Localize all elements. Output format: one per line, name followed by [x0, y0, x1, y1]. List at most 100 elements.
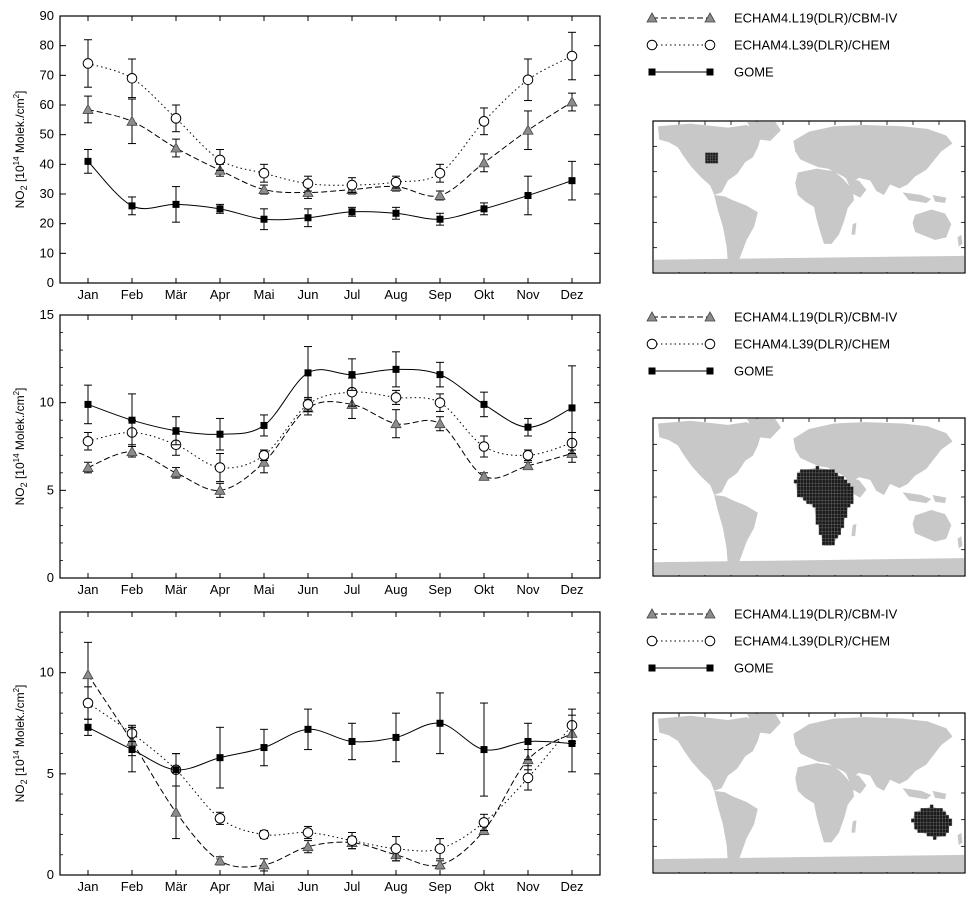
legend-marker-right: [704, 338, 716, 350]
grid-cell: [846, 500, 851, 505]
grid-cell: [828, 503, 832, 508]
grid-cell: [825, 538, 829, 542]
grid-cell: [825, 489, 829, 494]
grid-cell: [806, 489, 810, 494]
series-line: [87, 722, 573, 771]
grid-cell: [818, 483, 823, 487]
y-tick-label: 80: [40, 38, 54, 53]
data-point: [214, 462, 226, 473]
grid-cell: [834, 524, 838, 529]
grid-cell: [825, 503, 829, 508]
grid-cell: [821, 476, 826, 481]
data-point: [126, 445, 138, 457]
grid-cell: [834, 476, 838, 481]
grid-cell: [818, 510, 823, 515]
grid-cell: [932, 825, 937, 830]
data-point: [84, 723, 92, 731]
legend-label: GOME: [734, 661, 774, 676]
grid-cell: [828, 531, 832, 535]
legend-marker-right: [704, 608, 716, 619]
grid-cell: [837, 483, 842, 487]
data-point: [434, 397, 446, 408]
grid-cell: [914, 815, 918, 819]
grid-cell: [828, 486, 832, 491]
grid-cell: [707, 155, 711, 159]
highlighted-region: [705, 152, 719, 164]
grid-cell: [840, 524, 845, 529]
grid-cell: [812, 489, 817, 494]
grid-cell: [803, 472, 807, 477]
data-point: [126, 115, 138, 126]
grid-cell: [834, 503, 838, 508]
plot-frame: [59, 15, 601, 284]
highlighted-region: [793, 465, 854, 546]
grid-cell: [920, 825, 925, 830]
grid-cell: [840, 510, 845, 515]
grid-cell: [818, 507, 823, 511]
data-point: [478, 441, 490, 452]
data-point: [260, 744, 268, 752]
grid-cell: [818, 503, 823, 508]
data-point: [84, 400, 92, 408]
grid-cell: [846, 489, 851, 494]
grid-cell: [917, 815, 921, 819]
data-point: [302, 840, 314, 852]
grid-cell: [932, 811, 937, 816]
grid-cell: [837, 531, 842, 535]
y-tick-label: 60: [40, 97, 54, 112]
x-tick-label: Jan: [78, 287, 99, 302]
grid-cell: [837, 493, 842, 498]
grid-cell: [828, 496, 832, 501]
data-point: [480, 746, 488, 754]
grid-cell: [929, 832, 934, 837]
data-point: [348, 737, 356, 745]
grid-cell: [837, 500, 842, 505]
grid-cell: [803, 496, 807, 501]
x-tick-label: Feb: [121, 582, 143, 597]
x-tick-label: Jun: [298, 287, 319, 302]
grid-cell: [803, 493, 807, 498]
grid-cell: [843, 507, 848, 511]
grid-cell: [825, 510, 829, 515]
grid-cell: [800, 483, 804, 487]
grid-cell: [831, 524, 835, 529]
legend-marker-right: [704, 12, 716, 23]
grid-cell: [809, 483, 813, 487]
grid-cell: [929, 818, 934, 823]
grid-cell: [840, 493, 845, 498]
grid-cell: [932, 822, 937, 826]
data-point: [524, 423, 532, 431]
grid-cell: [917, 811, 921, 816]
grid-cell: [926, 808, 931, 812]
grid-cell: [920, 815, 925, 819]
grid-cell: [920, 818, 925, 823]
y-tick-label: 0: [47, 275, 54, 290]
grid-cell: [800, 469, 804, 474]
grid-cell: [809, 476, 813, 481]
grid-cell: [939, 832, 943, 837]
grid-cell: [929, 811, 934, 816]
grid-cell: [815, 503, 820, 508]
x-tick-label: Feb: [121, 879, 143, 894]
plot-frame: [59, 314, 601, 579]
x-tick-label: Sep: [428, 582, 451, 597]
grid-cell: [936, 828, 940, 833]
grid-cell: [923, 828, 928, 833]
data-point: [302, 399, 314, 410]
grid-cell: [825, 483, 829, 487]
grid-cell: [936, 822, 940, 826]
data-point: [522, 449, 534, 461]
grid-cell: [825, 496, 829, 501]
grid-cell: [834, 486, 838, 491]
grid-cell: [825, 531, 829, 535]
grid-cell: [812, 469, 817, 474]
grid-cell: [815, 486, 820, 491]
data-point: [82, 461, 94, 472]
grid-cell: [831, 503, 835, 508]
grid-cell: [936, 815, 940, 819]
data-point: [568, 740, 576, 747]
grid-cell: [831, 527, 835, 532]
grid-cell: [914, 811, 918, 816]
legend-marker-left: [646, 338, 658, 350]
grid-cell: [840, 479, 845, 484]
